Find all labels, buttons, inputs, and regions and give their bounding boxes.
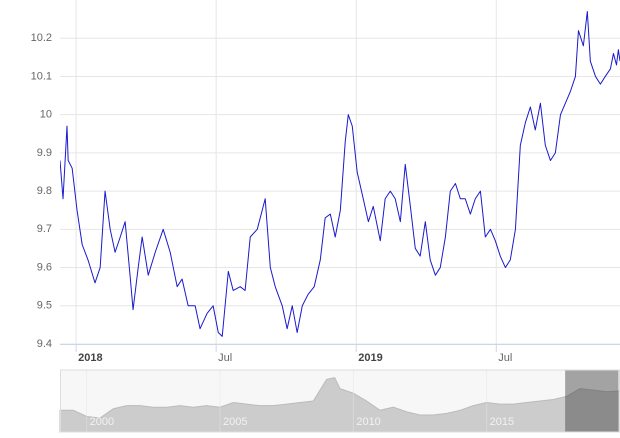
y-tick-label: 10.2	[31, 32, 52, 44]
navigator-label: 2015	[490, 416, 514, 428]
y-tick-label: 9.8	[37, 185, 52, 197]
axes: 9.4 9.5 9.6 9.7 9.8 9.9 10 10.1 10.2 2018 Jul 2019 J…	[31, 32, 620, 364]
x-tick-label: 2019	[358, 352, 382, 364]
y-tick-label: 9.4	[37, 338, 52, 350]
y-tick-label: 9.6	[37, 261, 52, 273]
x-tick-label: Jul	[498, 352, 512, 364]
y-tick-label: 9.7	[37, 223, 52, 235]
navigator-selection[interactable]	[565, 370, 619, 432]
y-tick-label: 10	[40, 109, 52, 121]
y-tick-label: 9.9	[37, 147, 52, 159]
navigator-label: 2000	[90, 416, 114, 428]
grid	[60, 0, 620, 345]
plot-area	[60, 10, 620, 337]
navigator-label: 2005	[223, 416, 247, 428]
navigator[interactable]: 2000 2005 2010 2015	[59, 369, 620, 433]
navigator-label: 2010	[356, 416, 380, 428]
y-tick-label: 10.1	[31, 70, 52, 82]
x-tick-label: 2018	[78, 352, 102, 364]
x-tick-label: Jul	[218, 352, 232, 364]
line-series	[60, 10, 620, 337]
y-tick-label: 9.5	[37, 300, 52, 312]
